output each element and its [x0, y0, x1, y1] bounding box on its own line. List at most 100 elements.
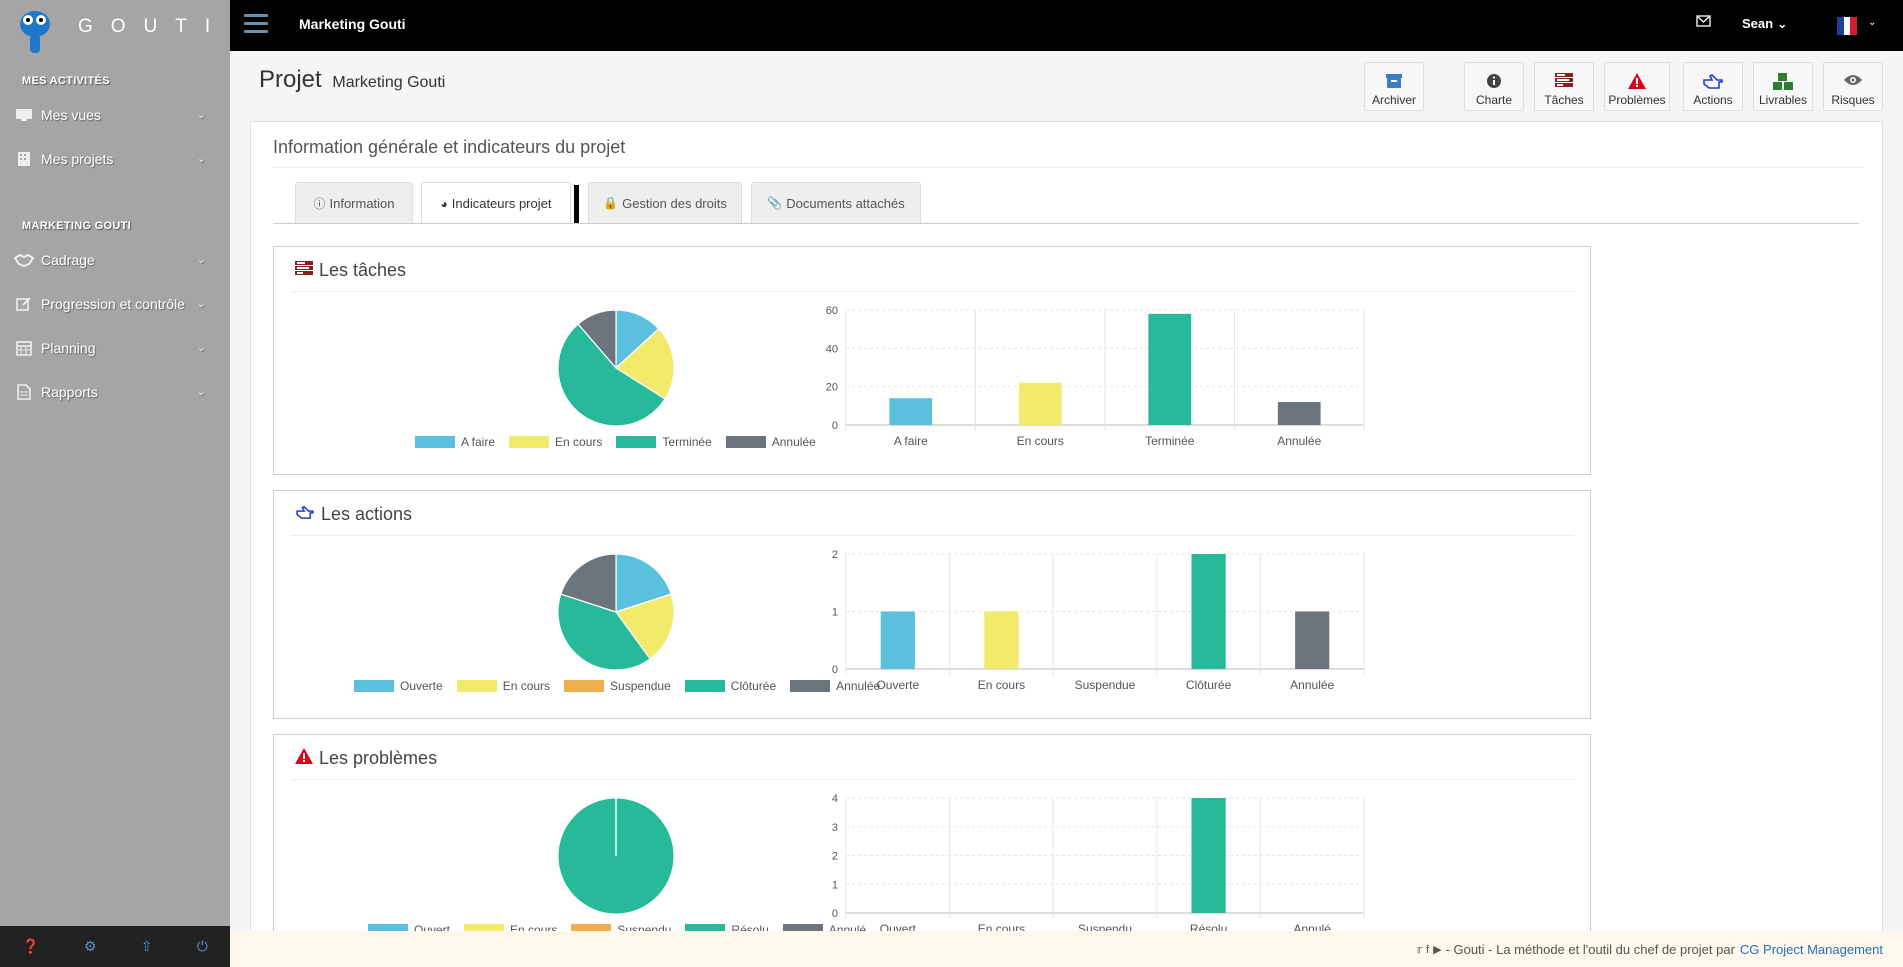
bar-en-cours[interactable]	[1018, 382, 1062, 425]
pie-slice-terminée[interactable]	[557, 323, 666, 427]
legend-item[interactable]: Suspendue	[564, 679, 671, 693]
lock-icon: 🔒	[603, 196, 619, 210]
x-tick-label: A faire	[894, 434, 928, 448]
chevron-down-icon: ⌄	[196, 298, 206, 310]
legend-swatch	[509, 436, 550, 448]
tab-gestion-droits[interactable]: 🔒 Gestion des droits	[588, 182, 742, 223]
pie-slice-ouverte[interactable]	[615, 553, 672, 613]
sidebar-item-cadrage[interactable]: Cadrage ⌄	[0, 240, 230, 280]
help-icon[interactable]: ❓	[22, 938, 40, 954]
legend-item[interactable]: En cours	[509, 435, 602, 449]
y-tick-label: 20	[826, 382, 838, 394]
user-name: Sean	[1742, 16, 1774, 31]
facebook-icon[interactable]: f	[1426, 943, 1430, 956]
user-menu[interactable]: Sean ⌄	[1742, 16, 1788, 32]
sidebar-item-label: Cadrage	[41, 252, 95, 268]
sidebar: GOUTI MES ACTIVITÉS Mes vues ⌄ Mes proje…	[0, 0, 230, 967]
actions-button[interactable]: Actions	[1683, 62, 1743, 111]
legend-label: Ouverte	[400, 679, 443, 693]
handshake-icon	[14, 252, 34, 268]
legend-swatch	[790, 680, 831, 692]
bar-terminée[interactable]	[1148, 313, 1192, 425]
y-tick-label: 0	[832, 420, 838, 432]
tab-indicateurs[interactable]: ◕ Indicateurs projet	[421, 182, 571, 224]
sidebar-item-mes-vues[interactable]: Mes vues ⌄	[0, 95, 230, 135]
pie-slice-annulée[interactable]	[577, 309, 617, 370]
pie-slice-en-cours[interactable]	[615, 328, 675, 400]
chevron-down-icon[interactable]: ⌄	[1868, 17, 1877, 28]
y-tick-label: 0	[832, 908, 838, 920]
bar-a-faire[interactable]	[889, 398, 933, 425]
cursor-marker	[574, 185, 579, 223]
taches-button[interactable]: Tâches	[1534, 62, 1594, 111]
legend-label: Terminée	[662, 435, 712, 449]
legend-swatch	[456, 680, 497, 692]
sidebar-item-label: Rapports	[41, 384, 98, 400]
legend-label: Annulée	[771, 435, 816, 449]
legend-swatch	[684, 680, 725, 692]
section-title-project: MARKETING GOUTI	[22, 220, 131, 232]
power-icon[interactable]: ⏻	[196, 938, 208, 954]
sidebar-item-label: Progression et contrôle	[41, 296, 185, 312]
legend-swatch	[415, 436, 455, 448]
legend-item[interactable]: Ouverte	[354, 679, 443, 693]
sidebar-item-rapports[interactable]: Rapports ⌄	[0, 372, 230, 412]
warning-icon	[1605, 73, 1669, 91]
risques-button[interactable]: Risques	[1823, 62, 1883, 111]
mail-icon[interactable]	[1696, 14, 1711, 30]
bar-chart-actions: 0 1 2 Ouverte En cours Suspendue Clôturée Annul…	[832, 549, 1365, 692]
y-tick-label: 1	[832, 607, 838, 619]
bar-en-cours[interactable]	[984, 611, 1019, 670]
brand-name: GOUTI	[78, 16, 229, 37]
legend-label: Annulée	[836, 679, 881, 693]
sidebar-item-planning[interactable]: Planning ⌄	[0, 328, 230, 368]
hamburger-menu-icon[interactable]	[244, 14, 268, 36]
bar-annulée[interactable]	[1295, 611, 1330, 670]
sidebar-item-label: Mes vues	[41, 107, 101, 123]
legend-item[interactable]: Clôturée	[684, 679, 776, 693]
y-tick-label: 60	[826, 305, 838, 317]
twitter-icon[interactable]: 𝕣	[1416, 944, 1423, 956]
bar-résolu[interactable]	[1191, 798, 1226, 913]
x-tick-label: Annulée	[1290, 678, 1334, 692]
arrow-up-icon[interactable]: ⇧	[140, 938, 153, 954]
info-icon	[1465, 73, 1523, 91]
bar-clôturée[interactable]	[1191, 554, 1226, 669]
card-title: Les problèmes	[295, 748, 437, 769]
y-tick-label: 3	[832, 822, 838, 834]
legend-item[interactable]: Annulée	[725, 435, 816, 449]
pie-slice-clôturée[interactable]	[557, 593, 651, 671]
card-title: Les tâches	[295, 260, 406, 281]
pie-slice-annulée[interactable]	[560, 553, 617, 613]
pie-chart-actions	[557, 553, 675, 671]
archive-button[interactable]: Archiver	[1364, 62, 1424, 111]
language-flag-icon[interactable]	[1837, 17, 1858, 35]
charte-button[interactable]: Charte	[1464, 62, 1524, 111]
sidebar-item-progression[interactable]: Progression et contrôle ⌄	[0, 284, 230, 324]
legend-item[interactable]: En cours	[456, 679, 550, 693]
warning-icon	[295, 748, 313, 769]
sidebar-item-mes-projets[interactable]: Mes projets ⌄	[0, 139, 230, 179]
bar-annulée[interactable]	[1277, 402, 1321, 425]
brand[interactable]: GOUTI	[0, 0, 230, 62]
legend-label: Suspendue	[610, 679, 671, 693]
tabs-underline	[273, 223, 1859, 224]
pie-slice-en-cours[interactable]	[615, 593, 675, 660]
tab-documents[interactable]: 📎 Documents attachés	[751, 182, 921, 223]
page-title: Projet Marketing Gouti	[259, 66, 445, 94]
tab-information[interactable]: ⓘ Information	[295, 182, 413, 223]
legend-item[interactable]: Annulée	[790, 679, 880, 693]
footer-link[interactable]: CG Project Management	[1739, 942, 1883, 957]
pie-chart-taches	[557, 309, 675, 427]
livrables-button[interactable]: Livrables	[1753, 62, 1813, 111]
chevron-down-icon: ⌄	[196, 254, 206, 266]
youtube-icon[interactable]: ▶	[1433, 944, 1442, 956]
y-tick-label: 1	[832, 879, 838, 891]
problemes-button[interactable]: Problèmes	[1604, 62, 1670, 111]
y-tick-label: 2	[832, 851, 838, 863]
legend-item[interactable]: A faire	[415, 435, 495, 449]
bar-ouverte[interactable]	[880, 611, 915, 670]
gear-icon[interactable]: ⚙	[83, 938, 97, 954]
legend-item[interactable]: Terminée	[616, 435, 712, 449]
tasks-icon	[295, 261, 313, 280]
